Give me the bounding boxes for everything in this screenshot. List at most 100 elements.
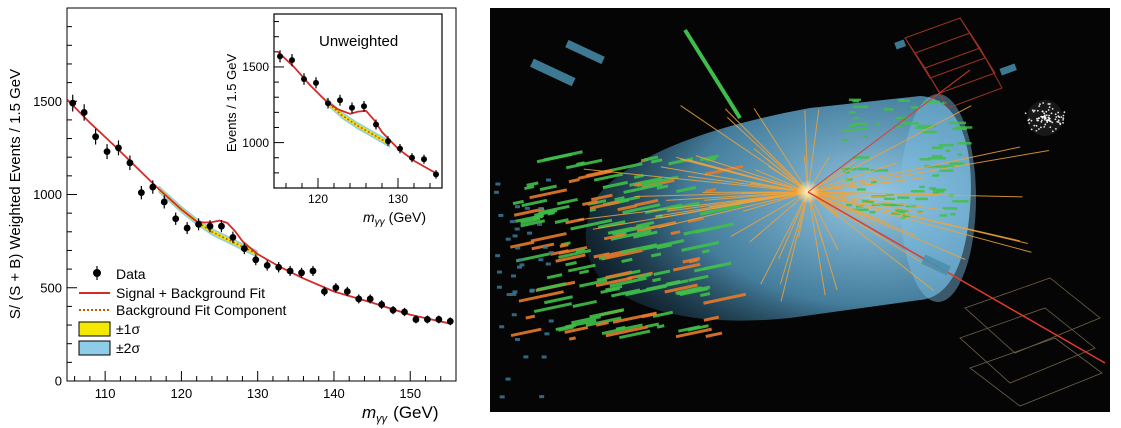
forward-hit [1054, 118, 1057, 121]
data-point [195, 218, 202, 231]
track [695, 155, 809, 193]
x-tick-label: 110 [95, 386, 116, 401]
track [727, 117, 809, 193]
forward-hit [1043, 112, 1046, 115]
hit [589, 308, 625, 319]
hit [572, 299, 597, 308]
inset-title: Unweighted [319, 33, 398, 50]
hit [928, 157, 946, 160]
hit [869, 210, 876, 214]
track [807, 191, 933, 270]
hit [924, 165, 938, 168]
x-axis-label: mγγ (GeV) [362, 403, 439, 425]
hit [607, 226, 633, 235]
detector-fragments [530, 39, 1017, 276]
hit [538, 258, 544, 262]
data-point [103, 144, 111, 160]
hit [705, 331, 723, 338]
hit [932, 188, 947, 192]
forward-hit [1030, 119, 1033, 122]
hit [520, 219, 546, 228]
hit [525, 314, 536, 320]
data-point [355, 294, 363, 304]
hit [936, 190, 945, 193]
hit [582, 199, 599, 207]
data-point [435, 315, 443, 324]
hit [910, 106, 919, 109]
hit [589, 200, 620, 210]
hit [579, 269, 590, 275]
hit [622, 203, 661, 215]
hit [565, 158, 603, 170]
hit [702, 263, 722, 271]
forward-hit [1030, 128, 1033, 131]
hit [668, 157, 694, 166]
hit [644, 203, 683, 215]
y-tick-label: 1000 [33, 187, 62, 202]
hit [699, 204, 741, 216]
hit [701, 249, 710, 254]
forward-hit [1054, 128, 1057, 130]
forward-hit [1057, 119, 1060, 122]
hit [931, 146, 944, 149]
hit [901, 99, 910, 102]
forward-hit [1039, 103, 1041, 106]
hit [932, 174, 940, 177]
hit [897, 196, 910, 199]
track [807, 146, 1021, 193]
legend-bkg-label: Background Fit Component [116, 302, 287, 318]
track [807, 191, 966, 260]
hit [601, 248, 643, 261]
hit [511, 313, 517, 317]
data-point [240, 242, 248, 255]
hit [919, 157, 931, 161]
forward-hit [1035, 129, 1038, 132]
hit [495, 254, 501, 258]
hit [549, 251, 555, 255]
hit [664, 283, 698, 294]
hit [895, 209, 909, 212]
inset-data-points [277, 50, 439, 179]
forward-hit [1048, 117, 1051, 120]
hit [677, 285, 711, 296]
hit [852, 99, 859, 103]
hit [511, 292, 517, 296]
forward-hit [1046, 121, 1049, 123]
data-point [218, 220, 225, 233]
track [807, 162, 897, 193]
hit [681, 241, 720, 252]
hit [636, 220, 655, 228]
forward-hit [1043, 125, 1046, 128]
y-tick-label: 0 [55, 374, 62, 389]
forward-hit [1063, 111, 1066, 114]
forward-hit [1048, 106, 1051, 109]
track [807, 191, 826, 296]
data-point [423, 315, 431, 324]
hit [509, 220, 515, 224]
hit [519, 263, 525, 267]
forward-hit [1031, 109, 1034, 112]
forward-hit [1057, 111, 1060, 114]
hit [533, 302, 572, 314]
legend-one-sigma-label: ±1σ [116, 321, 140, 337]
x-tick-label: 130 [247, 386, 269, 401]
hit [513, 207, 545, 217]
hit [545, 262, 551, 266]
background-fit-line [325, 100, 391, 145]
data-points [69, 94, 454, 326]
forward-hit [1041, 119, 1043, 122]
hit [556, 197, 578, 206]
hit [939, 214, 947, 217]
data-point [321, 286, 328, 297]
hit [929, 187, 937, 190]
track [577, 191, 809, 221]
hit [682, 256, 701, 264]
hit [931, 154, 943, 158]
hit [495, 182, 501, 186]
hit [544, 332, 550, 336]
hit [902, 214, 911, 218]
x-tick-label: 150 [399, 386, 421, 401]
hit [667, 201, 700, 212]
hit [921, 130, 937, 134]
hit [643, 155, 659, 162]
